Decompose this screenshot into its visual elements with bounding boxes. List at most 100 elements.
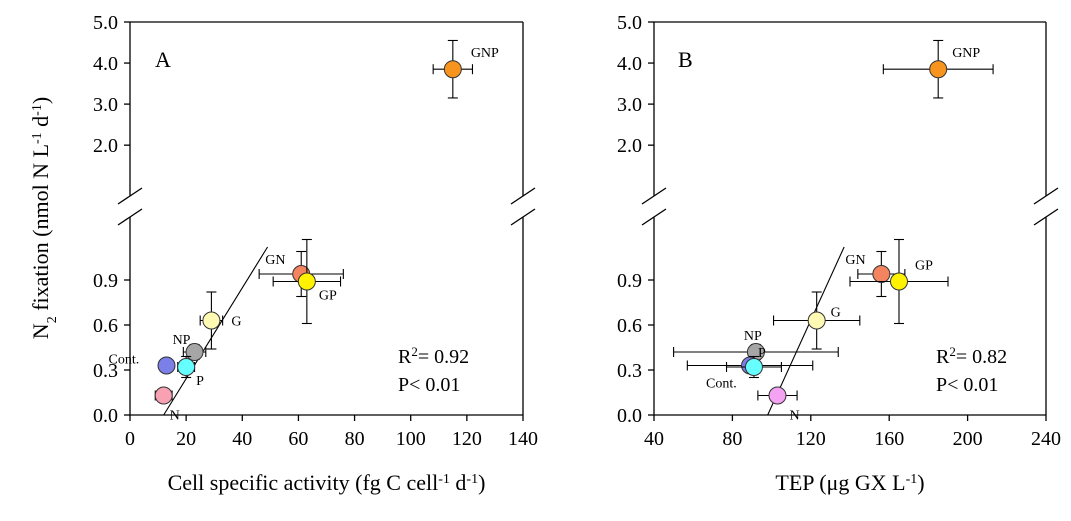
data-point (872, 265, 891, 283)
point-label: N (789, 409, 799, 424)
x-tick-label: 40 (644, 428, 664, 450)
r-squared-text: R2= 0.92 (398, 344, 469, 369)
data-point (297, 272, 316, 291)
x-tick-label: 200 (953, 428, 983, 450)
y-axis-label: N2 fixation (nmol N L-1 d-1) (28, 97, 60, 339)
axis-break-mark (510, 208, 536, 226)
y-tick-label: 0.0 (93, 405, 118, 427)
point-label: GNP (471, 46, 499, 61)
x-axis-label-part: Cell specific activity (fg C cell (168, 470, 439, 495)
point-label: NP (744, 329, 762, 344)
point-label: P (758, 346, 766, 361)
r2-prefix: R (936, 346, 950, 368)
axis-break-mark (1033, 208, 1059, 226)
x-axis-label: Cell specific activity (fg C cell-1 d-1) (168, 470, 486, 495)
y-tick-label: 0.3 (93, 360, 118, 382)
r2-sup: 2 (949, 344, 956, 359)
x-tick-label: 80 (345, 428, 365, 450)
y-axis-label-part: d (28, 116, 53, 133)
x-axis-label-part: -1 (438, 472, 450, 487)
y-tick-label: 2.0 (617, 135, 642, 157)
y-tick-label: 4.0 (93, 53, 118, 75)
r2-value: = 0.92 (418, 346, 469, 368)
y-axis-label-part: N (28, 323, 53, 339)
y-tick-label: 0.3 (617, 360, 642, 382)
r-squared-text: R2= 0.82 (936, 344, 1007, 369)
y-tick-label: 5.0 (617, 12, 642, 34)
x-axis-label-part: d (450, 470, 467, 495)
y-axis-label-part: ) (28, 97, 53, 104)
data-point (807, 311, 826, 330)
data-point (929, 60, 948, 79)
y-axis-label-part: -1 (30, 132, 45, 144)
axis-break-mark (117, 208, 143, 226)
data-point (768, 386, 787, 405)
y-tick-label: 2.0 (93, 135, 118, 157)
y-tick-label: 0.9 (93, 270, 118, 292)
y-tick-label: 0.9 (617, 270, 642, 292)
y-tick-label: 0.6 (617, 315, 642, 337)
panel-a: 0 20 40 60 80 100 120 140 0.0 0.3 0.6 0.9 2.0 3.0 4.0 5… (93, 12, 538, 495)
panel-letter: B (678, 47, 693, 72)
point-label: G (831, 306, 841, 321)
x-tick-label: 60 (288, 428, 308, 450)
panel-b: 40 80 120 160 200 240 0.0 0.3 0.6 0.9 2.0 3.0 4.0 5.0… (617, 12, 1061, 495)
x-tick-label: 140 (508, 428, 538, 450)
r2-value: = 0.82 (956, 346, 1007, 368)
point-label: Cont. (108, 353, 139, 368)
x-axis-label-part: ) (478, 470, 485, 495)
regression-line (163, 246, 269, 416)
panel-letter: A (155, 47, 171, 72)
r2-sup: 2 (411, 344, 418, 359)
x-tick-label: 120 (452, 428, 482, 450)
y-tick-label: 5.0 (93, 12, 118, 34)
y-axis-label-part: fixation (nmol N L (28, 144, 53, 316)
data-point (154, 386, 173, 405)
y-tick-label: 4.0 (617, 53, 642, 75)
y-axis-label-part: -1 (30, 104, 45, 116)
data-point (202, 311, 221, 330)
point-label: Cont. (706, 377, 737, 392)
point-label: GN (265, 253, 285, 268)
axis-break-mark (1033, 187, 1059, 205)
point-label: GN (845, 253, 865, 268)
axis-break-mark (117, 187, 143, 205)
point-label: GP (319, 289, 337, 304)
x-axis-label-part: -1 (906, 472, 918, 487)
p-value-text: P< 0.01 (936, 374, 998, 396)
x-axis-label-part: -1 (466, 472, 478, 487)
data-point (443, 60, 462, 79)
data-point (157, 356, 176, 375)
x-tick-label: 80 (722, 428, 742, 450)
axis-break-mark (510, 187, 536, 205)
point-label: NP (173, 333, 191, 348)
x-tick-label: 160 (874, 428, 904, 450)
x-axis-label-part: TEP (μg GX L (775, 470, 905, 495)
x-tick-label: 0 (125, 428, 135, 450)
p-value-text: P< 0.01 (398, 374, 460, 396)
x-tick-label: 100 (396, 428, 426, 450)
y-axis-label-part: 2 (45, 316, 60, 323)
point-label: N (170, 409, 180, 424)
x-axis-label: TEP (μg GX L-1) (775, 470, 924, 495)
y-tick-label: 0.6 (93, 315, 118, 337)
axis-break-mark (641, 208, 667, 226)
x-tick-label: 120 (796, 428, 826, 450)
x-axis-label-part: ) (917, 470, 924, 495)
y-tick-label: 0.0 (617, 405, 642, 427)
axis-break-mark (641, 187, 667, 205)
x-tick-label: 240 (1031, 428, 1061, 450)
data-point (177, 358, 196, 376)
x-tick-label: 40 (232, 428, 252, 450)
y-tick-label: 3.0 (617, 94, 642, 116)
point-label: G (231, 315, 241, 330)
point-label: GNP (952, 46, 980, 61)
data-point (890, 272, 908, 291)
point-label: GP (915, 259, 933, 274)
r2-prefix: R (398, 346, 412, 368)
y-tick-label: 3.0 (93, 94, 118, 116)
x-tick-label: 20 (176, 428, 196, 450)
point-label: P (196, 374, 204, 389)
data-point (744, 358, 763, 376)
